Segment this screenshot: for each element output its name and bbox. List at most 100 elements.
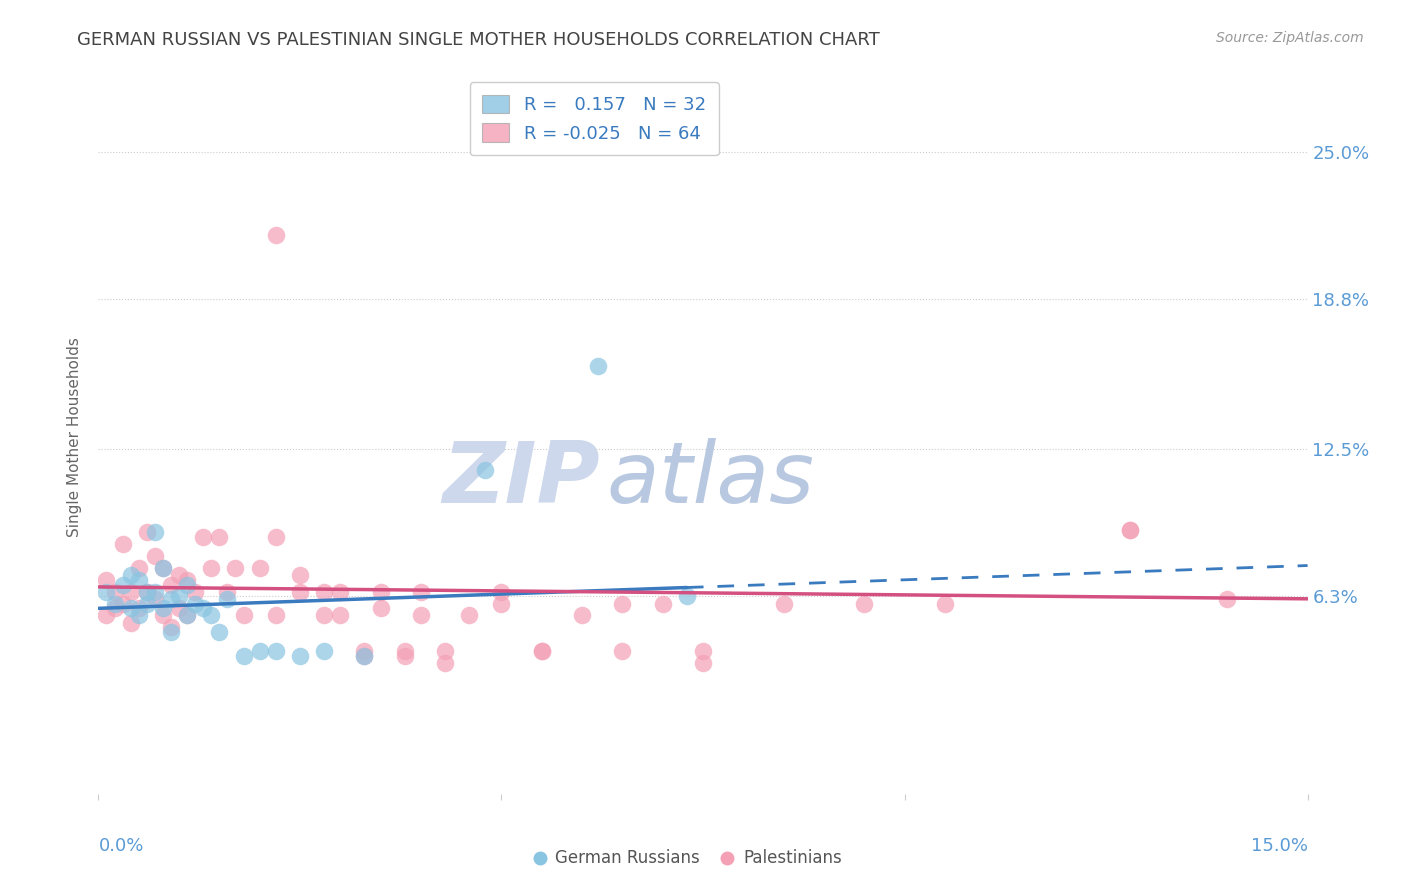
Point: [111, 597, 134, 611]
Point: [329, 584, 352, 599]
Point: [193, 530, 215, 544]
Point: [143, 591, 166, 606]
Point: [314, 584, 336, 599]
Point: [103, 597, 125, 611]
Point: [176, 573, 198, 587]
Point: [288, 568, 311, 582]
Point: [353, 648, 375, 663]
Point: [200, 561, 222, 575]
Point: [491, 584, 513, 599]
Point: [1119, 523, 1142, 537]
Point: [353, 648, 375, 663]
Point: [152, 561, 174, 575]
Point: [264, 530, 287, 544]
Point: [96, 608, 118, 623]
Point: [314, 644, 336, 658]
Point: [200, 608, 222, 623]
Point: [394, 648, 416, 663]
Point: [458, 608, 481, 623]
Point: [370, 584, 392, 599]
Point: [249, 644, 271, 658]
Point: [120, 615, 142, 630]
Point: [184, 597, 207, 611]
Point: [135, 584, 157, 599]
Point: [111, 537, 134, 551]
Point: [612, 597, 634, 611]
Y-axis label: Single Mother Households: Single Mother Households: [67, 337, 83, 537]
Point: [530, 644, 553, 658]
Text: German Russians: German Russians: [555, 849, 700, 867]
Point: [152, 561, 174, 575]
Point: [232, 608, 254, 623]
Point: [143, 584, 166, 599]
Point: [370, 601, 392, 615]
Text: ZIP: ZIP: [443, 438, 600, 522]
Point: [135, 525, 157, 540]
Point: [530, 644, 553, 658]
Legend: R =   0.157   N = 32, R = -0.025   N = 64: R = 0.157 N = 32, R = -0.025 N = 64: [470, 82, 718, 155]
Point: [111, 577, 134, 591]
Point: [152, 608, 174, 623]
Point: [103, 584, 125, 599]
Point: [120, 584, 142, 599]
Point: [394, 644, 416, 658]
Point: [232, 648, 254, 663]
Point: [208, 530, 231, 544]
Point: [409, 584, 432, 599]
Point: [128, 561, 150, 575]
Point: [167, 568, 190, 582]
Point: [586, 359, 609, 373]
Point: [288, 584, 311, 599]
Point: [176, 608, 198, 623]
Point: [571, 608, 593, 623]
Point: [249, 561, 271, 575]
Point: [353, 644, 375, 658]
Text: GERMAN RUSSIAN VS PALESTINIAN SINGLE MOTHER HOUSEHOLDS CORRELATION CHART: GERMAN RUSSIAN VS PALESTINIAN SINGLE MOT…: [77, 31, 880, 49]
Point: [96, 573, 118, 587]
Point: [934, 597, 956, 611]
Point: [135, 597, 157, 611]
Point: [1216, 591, 1239, 606]
Point: [160, 620, 183, 634]
Point: [612, 644, 634, 658]
Point: [135, 584, 157, 599]
Point: [193, 601, 215, 615]
Point: [128, 573, 150, 587]
Text: Palestinians: Palestinians: [742, 849, 842, 867]
Point: [692, 656, 714, 670]
Point: [143, 525, 166, 540]
Point: [676, 590, 699, 604]
Point: [651, 597, 673, 611]
Point: [1119, 523, 1142, 537]
Point: [853, 597, 876, 611]
Point: [264, 608, 287, 623]
Point: [491, 597, 513, 611]
Point: [160, 577, 183, 591]
Point: [176, 608, 198, 623]
Point: [176, 577, 198, 591]
Point: [184, 584, 207, 599]
Point: [314, 608, 336, 623]
Point: [160, 625, 183, 640]
Point: [143, 549, 166, 563]
Text: Source: ZipAtlas.com: Source: ZipAtlas.com: [1216, 31, 1364, 45]
Point: [152, 601, 174, 615]
Point: [409, 608, 432, 623]
Text: atlas: atlas: [606, 438, 814, 522]
Point: [434, 644, 457, 658]
Point: [264, 644, 287, 658]
Point: [103, 601, 125, 615]
Point: [329, 608, 352, 623]
Point: [692, 644, 714, 658]
Text: 0.0%: 0.0%: [98, 837, 143, 855]
Point: [772, 597, 794, 611]
Point: [208, 625, 231, 640]
Point: [217, 584, 239, 599]
Point: [167, 601, 190, 615]
Point: [160, 591, 183, 606]
Point: [96, 584, 118, 599]
Point: [288, 648, 311, 663]
Point: [120, 568, 142, 582]
Point: [474, 463, 496, 477]
Point: [434, 656, 457, 670]
